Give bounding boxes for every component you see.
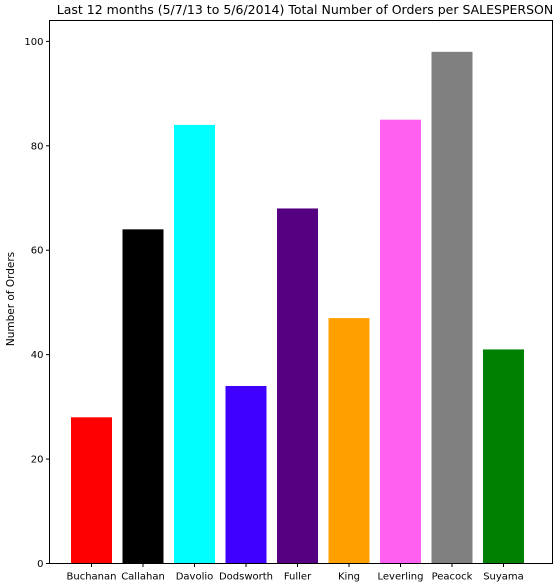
y-tick-label: 80 (31, 141, 44, 152)
y-axis-label: Number of Orders (5, 252, 17, 346)
y-tick-label: 100 (24, 37, 43, 48)
bar-suyama (483, 349, 524, 564)
bar-dodsworth (225, 385, 267, 564)
x-tick-label: Callahan (121, 572, 165, 583)
bar-king (328, 318, 370, 564)
bar-callahan (122, 229, 164, 564)
bars-group (71, 51, 524, 564)
y-ticks-group: 0 20 40 60 80 100 (24, 37, 50, 570)
y-tick-label: 40 (31, 350, 44, 361)
x-tick-label: Suyama (483, 572, 524, 583)
x-tick-label: King (338, 572, 360, 583)
x-ticks-group: Buchanan Callahan Davolio Dodsworth Fuller Ki… (67, 563, 524, 583)
x-tick-label: Peacock (432, 572, 473, 583)
y-tick-label: 20 (31, 455, 44, 466)
bar-davolio (174, 124, 215, 564)
bar-peacock (431, 51, 473, 564)
x-tick-label: Davolio (176, 572, 214, 583)
bar-leverling (380, 119, 421, 564)
bar-buchanan (71, 417, 112, 564)
plot-frame (49, 20, 553, 564)
chart-title: Last 12 months (5/7/13 to 5/6/2014) Tota… (57, 2, 553, 17)
y-tick-label: 60 (31, 246, 44, 257)
bar-fuller (277, 208, 318, 564)
x-tick-label: Dodsworth (219, 572, 273, 583)
x-tick-label: Leverling (378, 572, 424, 583)
y-tick-label: 0 (37, 559, 43, 570)
x-tick-label: Buchanan (67, 572, 117, 583)
x-tick-label: Fuller (284, 572, 312, 583)
